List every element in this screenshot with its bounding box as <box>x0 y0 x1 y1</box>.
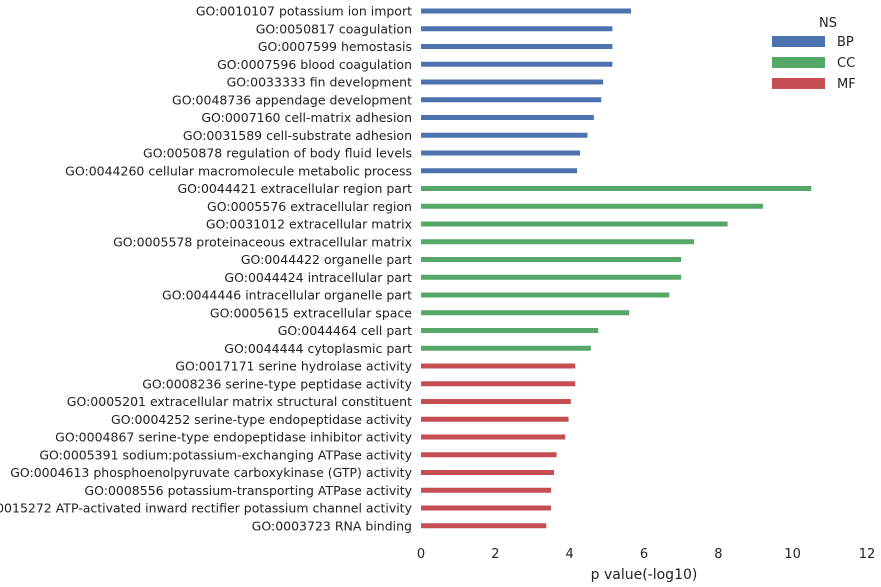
category-label: GO:0005615 extracellular space <box>210 305 412 320</box>
category-label: GO:0004613 phosphoenolpyruvate carboxyki… <box>10 465 412 480</box>
bar <box>421 381 576 387</box>
legend-swatch <box>772 36 825 47</box>
category-label: GO:0008236 serine-type peptidase activit… <box>142 376 412 391</box>
bar <box>421 505 552 511</box>
legend-swatch <box>772 78 825 89</box>
bars <box>421 8 812 529</box>
x-axis-label: p value(-log10) <box>591 567 698 583</box>
category-label: GO:0005578 proteinaceous extracellular m… <box>113 234 412 249</box>
category-label: GO:0031589 cell-substrate adhesion <box>183 128 412 143</box>
category-label: GO:0044260 cellular macromolecule metabo… <box>65 163 412 178</box>
category-label: GO:0003723 RNA binding <box>252 518 412 533</box>
x-tick-label: 8 <box>714 547 722 562</box>
legend-label: MF <box>837 77 856 92</box>
category-label: GO:0005201 extracellular matrix structur… <box>67 394 412 409</box>
bar <box>421 345 591 351</box>
bar <box>421 203 763 209</box>
category-label: GO:0005391 sodium:potassium-exchanging A… <box>39 447 412 462</box>
bar <box>421 79 604 85</box>
bar <box>421 416 569 422</box>
bar <box>421 274 682 280</box>
bar <box>421 310 630 316</box>
category-label: GO:0044444 cytoplasmic part <box>224 341 412 356</box>
bar <box>421 399 571 404</box>
y-axis-labels: GO:0010107 potassium ion import GO:005081… <box>0 4 413 534</box>
bar <box>421 523 547 529</box>
category-label: GO:0005576 extracellular region <box>207 199 412 214</box>
bar <box>421 150 581 156</box>
legend-label: CC <box>837 56 855 71</box>
category-label: GO:0050878 regulation of body fluid leve… <box>143 146 412 161</box>
legend-label: BP <box>837 35 854 50</box>
bar <box>421 470 555 475</box>
bar <box>421 452 557 458</box>
category-label: GO:0031012 extracellular matrix <box>206 217 412 232</box>
bar <box>421 221 728 227</box>
bar <box>421 8 631 14</box>
category-label: GO:0017171 serine hydrolase activity <box>175 359 412 374</box>
bar <box>421 434 566 440</box>
category-label: GO:0044446 intracellular organelle part <box>162 288 412 303</box>
category-label: GO:0044421 extracellular region part <box>177 181 412 196</box>
x-tick-label: 4 <box>566 547 574 562</box>
category-label: GO:0007599 hemostasis <box>258 39 412 54</box>
bar <box>421 26 613 32</box>
bar <box>421 257 682 262</box>
x-tick-label: 2 <box>491 547 499 562</box>
category-label: GO:0044424 intracellular part <box>224 270 412 285</box>
category-label: GO:0048736 appendage development <box>172 92 412 107</box>
category-label: GO:0010107 potassium ion import <box>196 4 412 19</box>
bar <box>421 44 613 49</box>
bar <box>421 168 578 174</box>
bar <box>421 132 588 138</box>
category-label: GO:0044422 organelle part <box>241 252 412 267</box>
bar <box>421 328 599 333</box>
x-tick-label: 10 <box>784 547 801 562</box>
category-label: GO:0015272 ATP-activated inward rectifie… <box>0 501 413 516</box>
category-label: GO:0008556 potassium-transporting ATPase… <box>84 483 412 498</box>
category-label: GO:0007160 cell-matrix adhesion <box>201 110 412 125</box>
bar <box>421 186 812 191</box>
legend-swatch <box>772 57 825 68</box>
category-label: GO:0004252 serine-type endopeptidase act… <box>111 412 413 427</box>
x-axis-ticks: 0 2 4 6 8 10 12 <box>417 547 875 562</box>
legend: NS BP CC MF <box>772 16 856 92</box>
legend-title: NS <box>819 16 837 31</box>
category-label: GO:0004867 serine-type endopeptidase inh… <box>55 430 412 445</box>
bar <box>421 115 594 120</box>
bar <box>421 487 552 493</box>
x-tick-label: 6 <box>640 547 648 562</box>
category-label: GO:0050817 coagulation <box>256 21 412 36</box>
x-tick-label: 12 <box>859 547 876 562</box>
x-tick-label: 0 <box>417 547 425 562</box>
category-label: GO:0044464 cell part <box>278 323 412 338</box>
category-label: GO:0033333 fin development <box>227 75 412 90</box>
bar <box>421 61 613 67</box>
bar <box>421 97 602 103</box>
bar <box>421 363 576 369</box>
bar <box>421 239 695 245</box>
bar <box>421 292 670 298</box>
category-label: GO:0007596 blood coagulation <box>217 57 412 72</box>
